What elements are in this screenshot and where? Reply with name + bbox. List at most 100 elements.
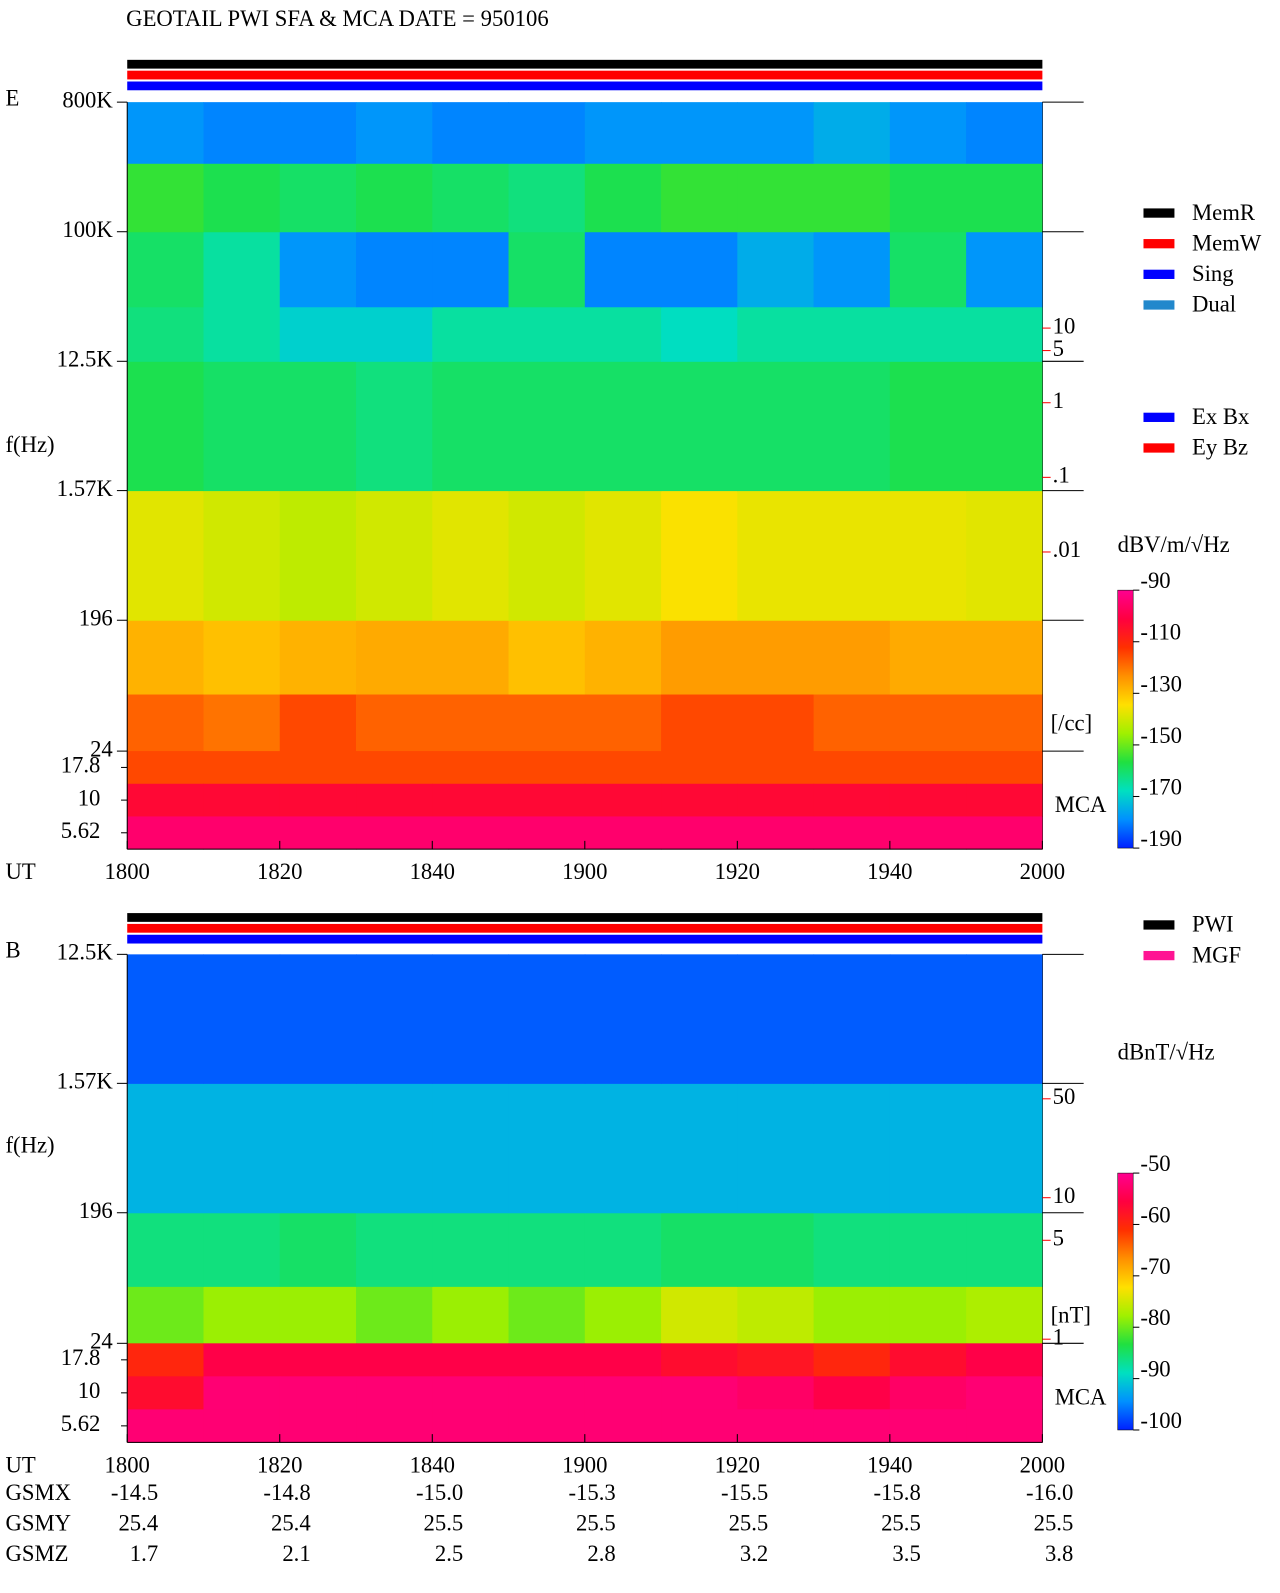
spectrogram-cell [813, 231, 891, 308]
mca-cell [889, 783, 967, 817]
colorbar-tick-label: -60 [1140, 1202, 1170, 1227]
spectrogram-cell [203, 306, 281, 362]
spectrogram-cell [889, 490, 967, 621]
orbit-label: GSMY [5, 1511, 71, 1536]
mode-strip [127, 923, 1043, 933]
spectrogram-cell [127, 1212, 205, 1287]
spectrogram-cell [203, 620, 281, 695]
spectrogram-cell [356, 490, 433, 621]
spectrogram-cell [127, 954, 205, 1084]
colorbar [1117, 589, 1134, 849]
spectrogram-cell [508, 490, 586, 621]
legend-swatch [1143, 239, 1175, 249]
y2-axis-label: [/cc] [1051, 711, 1093, 736]
mca-cell [432, 1376, 510, 1410]
colorbar-tick-label: -70 [1140, 1254, 1170, 1279]
spectrogram-cell [661, 954, 738, 1084]
mca-cell [737, 1409, 815, 1443]
mca-cell [813, 783, 891, 817]
spectrogram-cell [279, 1286, 357, 1344]
spectrogram-cell [508, 1083, 586, 1214]
spectrogram-cell [356, 954, 433, 1084]
mca-cell [203, 1343, 281, 1377]
mca-cell [279, 1409, 357, 1443]
mca-cell [584, 816, 662, 850]
spectrogram-cell [813, 1083, 891, 1214]
mca-cell [584, 1343, 662, 1377]
mca-cell [432, 751, 510, 785]
spectrogram-cell [966, 954, 1043, 1084]
mca-cell [432, 816, 510, 850]
spectrogram-cell [508, 163, 586, 233]
mca-cell [737, 1376, 815, 1410]
spectrogram-cell [432, 490, 510, 621]
mca-cell [508, 783, 586, 817]
mca-tick-label: 5.62 [61, 818, 101, 843]
mca-cell [203, 751, 281, 785]
mca-cell [966, 1376, 1043, 1410]
mca-cell [966, 1409, 1043, 1443]
colorbar [1117, 1172, 1134, 1431]
spectrogram-cell [127, 694, 205, 752]
spectrogram-cell [584, 620, 662, 695]
spectrogram-cell [966, 1286, 1043, 1344]
mca-cell [432, 1409, 510, 1443]
colorbar-tick-label: -150 [1140, 723, 1182, 748]
x-tick-label: 1840 [410, 859, 455, 884]
mca-cell [584, 783, 662, 817]
mca-cell [508, 1409, 586, 1443]
spectrogram-cell [432, 231, 510, 308]
orbit-value: 3.5 [892, 1541, 920, 1566]
legend-swatch [1143, 412, 1175, 422]
orbit-value: 3.8 [1045, 1541, 1073, 1566]
legend-label: Dual [1192, 292, 1236, 317]
spectrogram-cell [661, 1083, 738, 1214]
spectrogram-cell [279, 361, 357, 492]
spectrogram-cell [966, 1212, 1043, 1287]
spectrogram-cell [432, 102, 510, 164]
mca-cell [279, 816, 357, 850]
spectrogram-cell [737, 231, 815, 308]
x-tick-label: 1800 [105, 1452, 150, 1477]
spectrogram-cell [356, 361, 433, 492]
spectrogram-cell [432, 1212, 510, 1287]
spectrogram-cell [356, 620, 433, 695]
spectrogram-cell [508, 102, 586, 164]
mca-cell [356, 751, 433, 785]
spectrogram-cell [508, 954, 586, 1084]
y-tick-label: 24 [90, 736, 113, 761]
spectrogram-cell [661, 361, 738, 492]
y-tick-label: 12.5K [57, 940, 114, 965]
spectrogram-cell [737, 102, 815, 164]
spectrogram-cell [279, 306, 357, 362]
spectrogram-cell [279, 1083, 357, 1214]
spectrogram-cell [889, 102, 967, 164]
spectrogram-cell [127, 490, 205, 621]
orbit-value: 25.4 [271, 1511, 311, 1536]
x-tick-label: 2000 [1020, 859, 1065, 884]
mode-strip [127, 934, 1043, 944]
mca-cell [508, 751, 586, 785]
orbit-label: GSMX [5, 1480, 71, 1505]
spectrogram-cell [737, 490, 815, 621]
mca-cell [203, 783, 281, 817]
mca-cell [813, 1409, 891, 1443]
x-tick-label: 1900 [562, 859, 607, 884]
y-tick-label: 800K [62, 87, 113, 112]
mca-tick-label: 17.8 [61, 1345, 101, 1370]
mca-cell [279, 783, 357, 817]
mca-cell [584, 751, 662, 785]
mca-cell [889, 1343, 967, 1377]
colorbar-label: dBnT/√Hz [1118, 1040, 1215, 1065]
mca-cell [127, 1376, 205, 1410]
x-tick-label: 1820 [257, 859, 302, 884]
mca-cell [127, 783, 205, 817]
spectrogram-cell [203, 102, 281, 164]
legend-swatch [1143, 950, 1175, 961]
y-tick-label: 24 [90, 1329, 113, 1354]
spectrogram-cell [508, 361, 586, 492]
spectrogram-cell [966, 1083, 1043, 1214]
orbit-value: 25.5 [424, 1511, 464, 1536]
y-tick-label: 196 [79, 1198, 113, 1223]
